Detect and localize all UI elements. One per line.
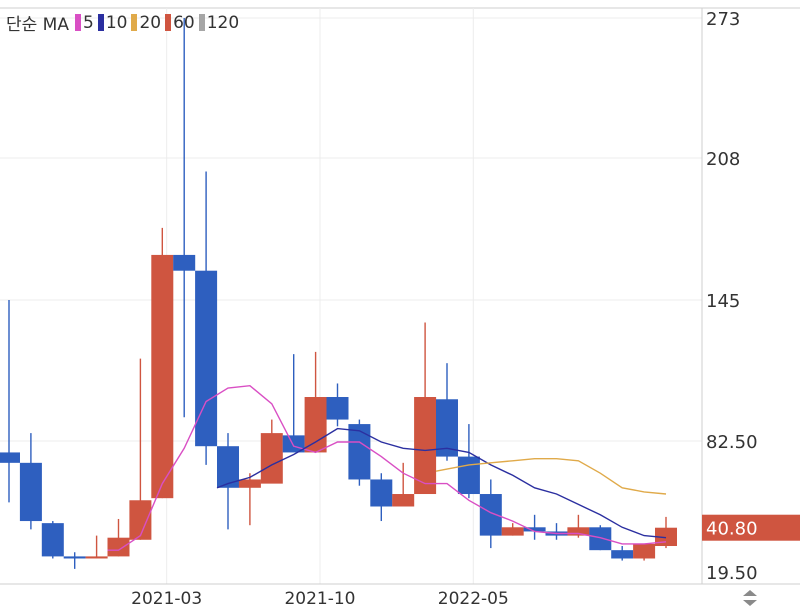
legend-period-ma5: 5 [82, 12, 94, 33]
axes: 273 208 145 82.50 19.50 2021-03 2021-10 2022-05… [131, 9, 800, 609]
candle-body [326, 397, 349, 420]
legend-swatch-ma20 [131, 14, 138, 31]
ma-legend: 단순 MA 5 10 20 60 120 [6, 10, 243, 36]
candle-body [633, 543, 656, 559]
ma-5-line [107, 384, 667, 551]
legend-item-ma10: 10 [97, 12, 130, 33]
moving-averages [107, 384, 667, 551]
candle-body [129, 500, 152, 540]
legend-item-ma120: 120 [198, 12, 241, 33]
candle-body [217, 446, 239, 488]
legend-period-ma10: 10 [105, 12, 128, 33]
candle-body [63, 556, 86, 559]
y-tick-label: 208 [706, 149, 740, 170]
legend-swatch-ma10 [97, 14, 104, 31]
ma-10-line [216, 427, 667, 539]
y-tick-label: 82.50 [706, 432, 758, 453]
candle-body [501, 527, 524, 536]
legend-swatch-ma60 [165, 14, 172, 31]
candle-body [173, 254, 196, 271]
last-price-marker [702, 514, 800, 541]
legend-item-ma60: 60 [165, 13, 197, 33]
candle-body [370, 479, 393, 507]
sort-toggle-icon[interactable] [738, 588, 762, 608]
candle-body [567, 527, 590, 536]
legend-item-ma20: 20 [131, 13, 163, 33]
candle-body [19, 462, 42, 522]
legend-period-ma60: 60 [173, 12, 195, 33]
y-tick-label: 145 [706, 291, 740, 312]
legend-swatch-ma5 [74, 14, 81, 31]
legend-label: 단순 MA [6, 15, 69, 35]
legend-period-ma20: 20 [139, 12, 162, 33]
legend-swatch-ma120 [198, 14, 205, 31]
x-tick-label: 2022-05 [438, 589, 509, 608]
candle-body [0, 452, 20, 463]
candle-body [260, 433, 283, 484]
candle-body [85, 556, 108, 559]
legend-item-ma5: 5 [74, 12, 96, 33]
x-tick-label: 2021-10 [284, 589, 355, 608]
candle-body [348, 424, 371, 480]
last-price-label: 40.80 [706, 519, 758, 540]
candle-body [304, 397, 327, 453]
candle-body [655, 527, 677, 547]
ma-20-line [435, 458, 667, 495]
candle-body [589, 527, 612, 551]
candle-body [238, 479, 261, 488]
candle-body [436, 399, 458, 457]
candle-body [392, 494, 415, 507]
legend-period-ma120: 120 [206, 12, 240, 33]
candle-body [611, 550, 634, 559]
candle-body [195, 270, 218, 447]
y-tick-label: 19.50 [706, 563, 758, 584]
candle-body [151, 254, 174, 499]
x-tick-label: 2021-03 [131, 589, 202, 608]
candle-body [41, 523, 64, 557]
candle-body [523, 527, 546, 532]
y-tick-label: 273 [706, 9, 740, 30]
candle-body [479, 494, 502, 536]
candle-body [414, 397, 437, 495]
candle-body [457, 456, 480, 495]
candle-body [107, 537, 130, 557]
candles [0, 18, 677, 569]
